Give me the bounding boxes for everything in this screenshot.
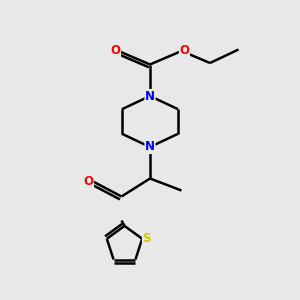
Text: O: O xyxy=(179,44,190,58)
Text: O: O xyxy=(110,44,121,58)
Text: O: O xyxy=(83,175,94,188)
Text: N: N xyxy=(145,140,155,154)
Text: S: S xyxy=(142,232,151,245)
Text: N: N xyxy=(145,89,155,103)
